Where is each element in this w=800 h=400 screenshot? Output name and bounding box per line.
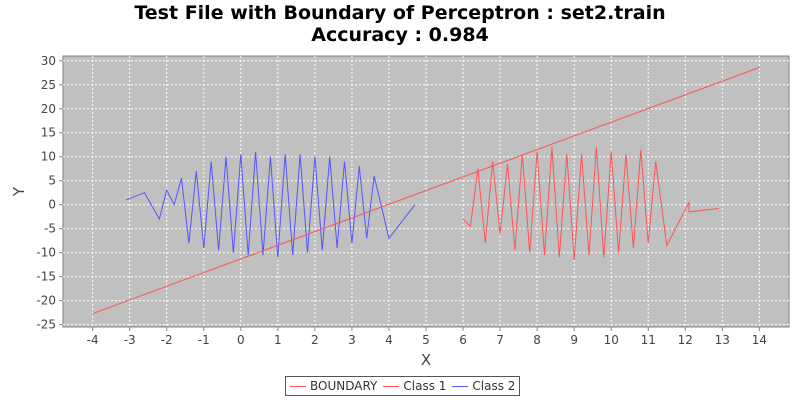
x-tick-label: 5 — [422, 333, 430, 347]
x-tick-label: 3 — [348, 333, 356, 347]
y-tick-label: -15 — [36, 270, 56, 284]
y-tick-label: 25 — [41, 78, 56, 92]
y-tick-label: 10 — [41, 150, 56, 164]
chart-title: Test File with Boundary of Perceptron : … — [134, 2, 666, 24]
y-tick-label: -20 — [36, 294, 56, 308]
y-axis-label: Y — [10, 186, 28, 197]
y-tick-label: -5 — [44, 222, 56, 236]
x-tick-label: 14 — [752, 333, 767, 347]
y-tick-label: 30 — [41, 54, 56, 68]
x-tick-label: 13 — [715, 333, 730, 347]
x-tick-label: -3 — [124, 333, 136, 347]
legend-item-class-1: Class 1 — [383, 379, 446, 393]
x-tick-label: 8 — [533, 333, 541, 347]
x-tick-label: -4 — [87, 333, 99, 347]
legend-label-boundary: BOUNDARY — [310, 379, 378, 393]
series-line-boundary — [92, 67, 760, 315]
series-line-class-1 — [462, 147, 719, 260]
legend-swatch-class-2 — [452, 385, 469, 387]
legend-item-class-2: Class 2 — [452, 379, 515, 393]
y-tick-label: 15 — [41, 126, 56, 140]
x-tick-label: 12 — [678, 333, 693, 347]
x-tick-label: 11 — [641, 333, 656, 347]
series-line-class-2 — [125, 151, 416, 258]
y-tick-label: 20 — [41, 102, 56, 116]
chart-subtitle: Accuracy : 0.984 — [311, 24, 489, 46]
y-tick-label: -25 — [36, 318, 56, 332]
x-tick-label: 6 — [459, 333, 467, 347]
x-axis-label: X — [421, 351, 431, 369]
x-tick-label: -1 — [198, 333, 210, 347]
x-tick-label: 0 — [237, 333, 245, 347]
x-tick-label: 2 — [311, 333, 319, 347]
chart-legend: BOUNDARY Class 1 Class 2 — [285, 376, 521, 396]
legend-swatch-boundary — [290, 385, 306, 387]
x-tick-label: 1 — [274, 333, 282, 347]
x-tick-label: 4 — [385, 333, 393, 347]
legend-swatch-class-1 — [383, 385, 400, 387]
y-tick-label: 0 — [48, 198, 56, 212]
x-tick-label: -2 — [161, 333, 173, 347]
legend-label-class-2: Class 2 — [472, 379, 516, 393]
y-tick-label: -10 — [36, 246, 56, 260]
legend-label-class-1: Class 1 — [403, 379, 447, 393]
legend-item-boundary: BOUNDARY — [290, 379, 377, 393]
y-tick-label: 5 — [48, 174, 56, 188]
x-tick-label: 7 — [496, 333, 504, 347]
x-tick-label: 9 — [570, 333, 578, 347]
x-tick-label: 10 — [604, 333, 619, 347]
